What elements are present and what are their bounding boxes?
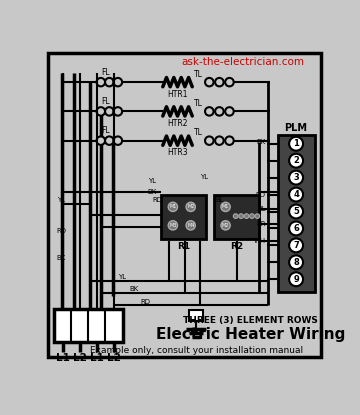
Circle shape (225, 78, 234, 86)
Text: Electric Heater Wiring: Electric Heater Wiring (156, 327, 345, 342)
Circle shape (114, 137, 122, 145)
Text: L1: L1 (56, 353, 70, 363)
Circle shape (205, 78, 213, 86)
Circle shape (249, 214, 254, 218)
Circle shape (205, 137, 213, 145)
Bar (278, 134, 315, 292)
Text: BK: BK (257, 139, 266, 145)
Circle shape (244, 214, 249, 218)
Text: TL: TL (194, 70, 203, 79)
Circle shape (96, 137, 105, 145)
Circle shape (186, 202, 195, 212)
Circle shape (233, 214, 238, 218)
Circle shape (289, 188, 303, 202)
Text: RD: RD (152, 197, 162, 203)
Circle shape (289, 171, 303, 185)
Circle shape (96, 107, 105, 116)
Text: M2: M2 (222, 223, 229, 228)
Circle shape (289, 154, 303, 168)
Text: 2: 2 (293, 156, 299, 165)
Circle shape (225, 107, 234, 116)
Circle shape (105, 137, 114, 145)
Circle shape (168, 202, 177, 212)
Circle shape (215, 107, 224, 116)
Bar (161, 195, 206, 239)
Text: YL: YL (200, 174, 208, 180)
Text: FL: FL (101, 97, 110, 106)
Text: RD: RD (141, 298, 151, 305)
Text: 1: 1 (293, 139, 299, 148)
Circle shape (289, 205, 303, 218)
Circle shape (289, 255, 303, 269)
Text: 5: 5 (293, 207, 299, 216)
Text: R2: R2 (230, 242, 243, 251)
Text: BL: BL (215, 197, 224, 203)
Text: BK: BK (57, 255, 66, 261)
Text: YL: YL (118, 274, 127, 280)
Circle shape (225, 137, 234, 145)
Circle shape (239, 214, 243, 218)
Text: ask-the-electrician.com: ask-the-electrician.com (181, 57, 304, 67)
Text: 9: 9 (293, 275, 299, 284)
Bar (214, 195, 259, 239)
Circle shape (168, 221, 177, 230)
Circle shape (221, 202, 230, 212)
Circle shape (96, 78, 105, 86)
Text: L2: L2 (107, 353, 121, 363)
Text: L1: L1 (90, 353, 104, 363)
Text: TL: TL (194, 99, 203, 108)
Text: 3: 3 (293, 173, 299, 182)
Text: HTR1: HTR1 (167, 90, 188, 99)
Circle shape (215, 78, 224, 86)
Text: FL: FL (101, 126, 110, 135)
Text: M2: M2 (187, 204, 194, 210)
Circle shape (186, 221, 195, 230)
Bar (54, 308, 122, 342)
Text: YL: YL (148, 178, 156, 184)
Text: 6: 6 (293, 224, 299, 233)
Text: PLM: PLM (285, 123, 307, 133)
Circle shape (289, 239, 303, 252)
Text: WH: WH (254, 238, 266, 244)
Text: RD: RD (57, 228, 67, 234)
Circle shape (289, 137, 303, 151)
Text: THREE (3) ELEMENT ROWS: THREE (3) ELEMENT ROWS (183, 316, 318, 325)
Text: BK: BK (130, 286, 139, 292)
Text: FL: FL (101, 68, 110, 77)
Circle shape (105, 78, 114, 86)
Text: RD: RD (256, 192, 266, 198)
Circle shape (221, 221, 230, 230)
Text: HTR3: HTR3 (167, 149, 188, 157)
Text: M1: M1 (169, 204, 176, 210)
Text: 8: 8 (293, 258, 299, 267)
Circle shape (205, 107, 213, 116)
Text: M4: M4 (187, 223, 194, 228)
Text: BR: BR (256, 221, 266, 227)
Text: BL: BL (257, 206, 266, 212)
Text: TL: TL (194, 129, 203, 137)
Circle shape (105, 107, 114, 116)
Text: M1: M1 (222, 204, 229, 210)
Text: BK: BK (147, 189, 157, 195)
Circle shape (255, 214, 260, 218)
Circle shape (215, 137, 224, 145)
Text: L2: L2 (73, 353, 87, 363)
Text: 4: 4 (293, 190, 299, 199)
Text: YL: YL (57, 197, 65, 203)
Circle shape (289, 272, 303, 286)
Text: R1: R1 (177, 242, 190, 251)
Circle shape (114, 107, 122, 116)
Text: M3: M3 (169, 223, 176, 228)
Text: Example only, consult your installation manual: Example only, consult your installation … (90, 346, 303, 354)
Text: 7: 7 (293, 241, 299, 250)
Bar (189, 310, 203, 321)
Text: HTR2: HTR2 (167, 119, 188, 128)
Circle shape (114, 78, 122, 86)
Circle shape (289, 222, 303, 235)
